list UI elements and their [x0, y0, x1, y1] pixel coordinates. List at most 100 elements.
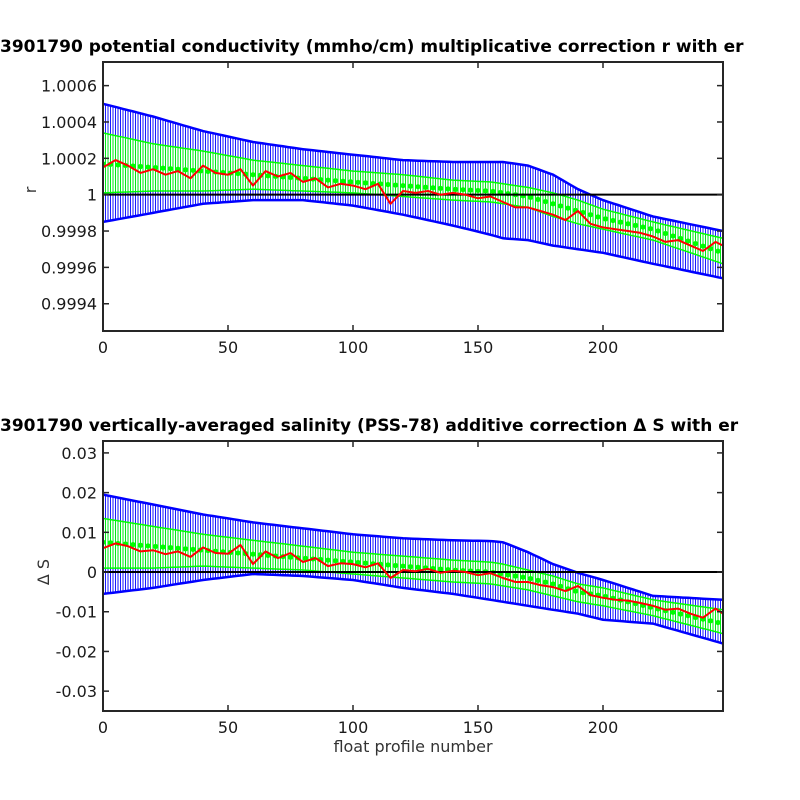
- green-fit-point: [670, 233, 676, 239]
- x-tick-label: 0: [98, 718, 108, 737]
- green-fit-point: [265, 173, 271, 179]
- green-fit-point: [572, 588, 579, 594]
- y-tick-label: 0.9994: [41, 295, 97, 314]
- green-fit-point: [392, 182, 399, 188]
- green-fit-point: [520, 574, 526, 580]
- green-fit-point: [505, 572, 511, 578]
- green-fit-point: [182, 546, 189, 552]
- plot-title: 3901790 vertically-averaged salinity (PS…: [0, 416, 739, 436]
- red-observed-line: [103, 542, 723, 619]
- y-tick-label: 1.0006: [41, 77, 97, 96]
- y-tick-label: 0.03: [61, 444, 97, 463]
- x-tick-label: 100: [338, 718, 369, 737]
- green-fit-point: [595, 214, 601, 220]
- red-observed-line: [103, 159, 723, 252]
- green-error-bars: [103, 518, 723, 634]
- green-fit-point: [437, 185, 444, 191]
- green-fit-point: [640, 224, 646, 230]
- green-fit-point: [392, 562, 399, 569]
- green-fit-point: [715, 248, 721, 254]
- green-fit-point: [385, 181, 391, 188]
- green-fit-point: [160, 544, 166, 550]
- green-fit-point: [400, 563, 406, 569]
- green-fit-point: [115, 162, 121, 168]
- green-fit-point: [602, 216, 609, 222]
- green-fit-point: [152, 543, 159, 550]
- plot-area: 0 50 100 150 200 -0.03 -0.02 -0.01 0 0.01 0.02 0.03: [56, 440, 724, 737]
- green-fit-point: [535, 577, 541, 583]
- green-fit-point: [362, 180, 369, 186]
- blue-envelope-lower: [103, 198, 723, 280]
- green-fit-point: [445, 186, 451, 192]
- y-tick-label: -0.03: [56, 682, 97, 701]
- green-fit-point: [527, 194, 534, 200]
- green-envelope-upper: [103, 517, 723, 611]
- green-envelope-upper: [103, 132, 723, 240]
- y-tick-label: -0.01: [56, 603, 97, 622]
- green-fit-point: [647, 226, 654, 232]
- x-tick-label: 100: [338, 338, 369, 357]
- green-fit-point: [235, 170, 241, 177]
- green-fit-point: [422, 184, 429, 190]
- axes-box: [102, 440, 724, 712]
- green-fit-point: [662, 230, 669, 237]
- green-fit-point: [190, 167, 196, 173]
- green-fit-point: [685, 613, 691, 619]
- plot-data: [103, 102, 723, 280]
- green-fit-point: [490, 188, 496, 195]
- green-fit-point: [452, 186, 459, 192]
- green-fit-point: [167, 166, 174, 172]
- green-fit-point: [167, 545, 174, 551]
- green-fit-point: [437, 566, 444, 572]
- green-fit-point: [362, 560, 369, 566]
- green-fit-point: [235, 550, 241, 556]
- green-fit-point: [692, 240, 699, 247]
- green-fit-point: [325, 557, 331, 563]
- green-envelope-lower: [103, 565, 723, 635]
- green-fit-point: [535, 196, 541, 203]
- y-tick-label: 0: [87, 563, 97, 582]
- plot-title: 3901790 potential conductivity (mmho/cm)…: [0, 37, 744, 57]
- green-fit-point: [175, 545, 181, 551]
- y-tick-label: 0.02: [61, 484, 97, 503]
- y-axis-label: Δ S: [34, 559, 53, 585]
- green-fit-point: [512, 573, 519, 579]
- green-fit-point: [550, 581, 556, 587]
- green-fit-point: [632, 222, 639, 228]
- x-tick-label: 150: [463, 718, 494, 737]
- green-fit-point: [250, 551, 256, 557]
- plot-area: 0 50 100 150 200 0.9994 0.9996 0.9998 1 1.0002 1.0…: [41, 61, 724, 357]
- green-fit-point: [145, 543, 151, 549]
- green-fit-point: [385, 562, 391, 568]
- green-envelope-lower: [103, 188, 723, 265]
- green-fit-point: [415, 184, 421, 190]
- green-fit-point: [430, 185, 436, 191]
- green-fit-point: [550, 201, 556, 207]
- green-fit-point: [302, 175, 309, 182]
- green-fit-point: [527, 575, 534, 582]
- green-fit-point: [565, 205, 571, 211]
- green-fit-point: [137, 163, 144, 170]
- y-tick-label: 0.9996: [41, 258, 97, 277]
- green-fit-point: [145, 164, 151, 170]
- green-fit-point: [677, 611, 684, 617]
- x-tick-label: 50: [218, 338, 238, 357]
- x-tick-label: 150: [463, 338, 494, 357]
- y-tick-label: 1.0002: [41, 149, 97, 168]
- green-fit-point: [332, 178, 339, 184]
- green-fit-point: [655, 228, 661, 234]
- green-fit-point: [407, 183, 414, 189]
- green-fit-point: [557, 203, 564, 209]
- green-fit-point: [415, 564, 421, 570]
- salinity-correction-plot: 3901790 vertically-averaged salinity (PS…: [0, 416, 739, 756]
- blue-envelope-upper: [103, 102, 723, 233]
- green-fit-point: [302, 555, 309, 561]
- green-fit-point: [400, 182, 406, 189]
- green-fit-point: [130, 542, 136, 548]
- green-fit-point: [715, 619, 721, 626]
- green-fit-point: [137, 542, 144, 548]
- green-fit-point: [707, 618, 714, 624]
- green-fit-point: [610, 217, 616, 224]
- green-fit-point: [347, 179, 354, 185]
- green-fit-point: [460, 187, 466, 193]
